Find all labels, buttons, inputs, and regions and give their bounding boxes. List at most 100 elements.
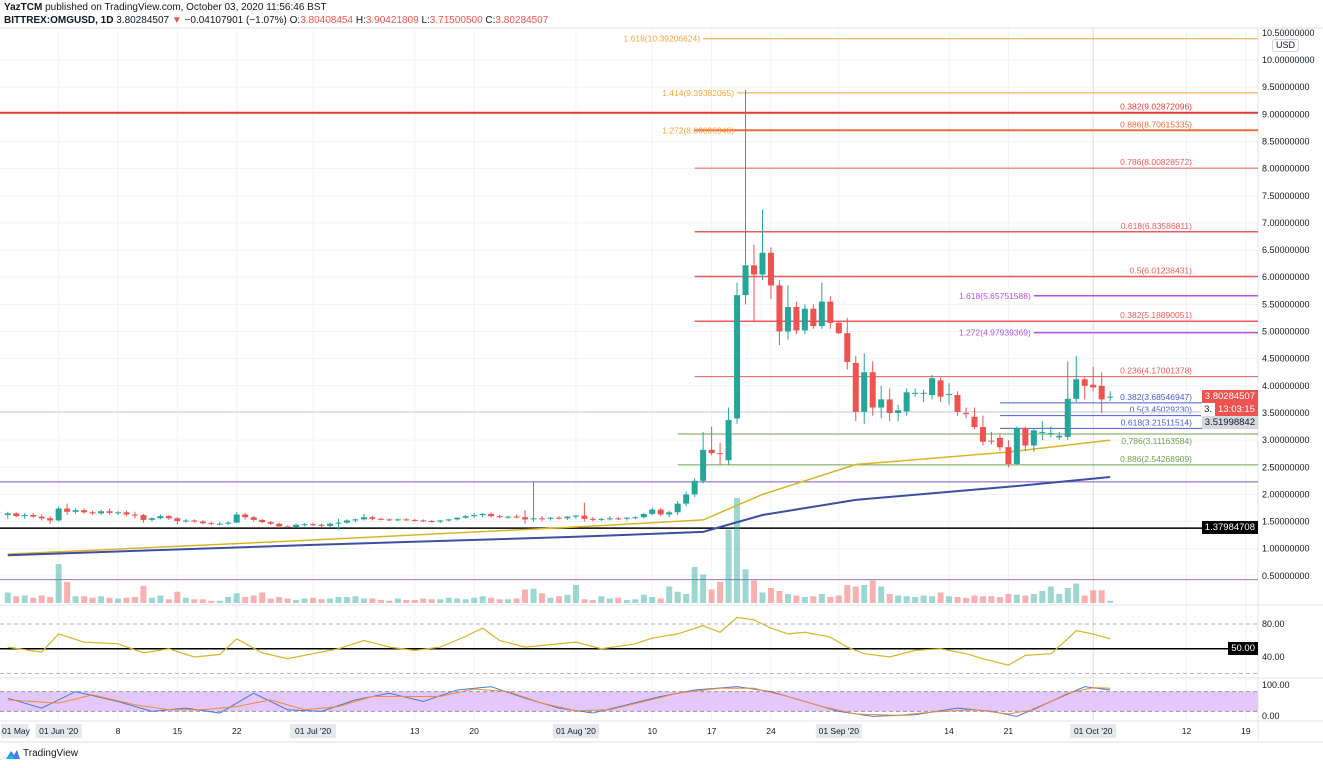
fib-level-label: 1.618(10.39206624) xyxy=(624,34,701,44)
time-axis-label: 10 xyxy=(648,726,658,736)
volume-bar xyxy=(98,596,105,603)
candle-body xyxy=(13,513,20,517)
volume-bar xyxy=(954,597,961,603)
volume-bar xyxy=(115,598,121,603)
volume-bar xyxy=(674,591,681,603)
volume-bar xyxy=(488,597,495,603)
time-label-bg xyxy=(815,724,862,738)
fib-level-label: 0.5(6.01238431) xyxy=(1130,266,1193,276)
volume-bar xyxy=(462,599,469,603)
candle-body xyxy=(55,508,62,521)
fib-level-label: 0.786(3.11163584) xyxy=(1121,436,1192,446)
candle-body xyxy=(827,301,834,323)
candle-body xyxy=(708,449,715,454)
candle-body xyxy=(717,453,724,455)
candle-body xyxy=(649,509,656,514)
candle-body xyxy=(1005,447,1012,464)
candle-body xyxy=(530,518,537,520)
volume-bar xyxy=(343,597,350,603)
volume-bar xyxy=(1064,588,1071,603)
candle-body xyxy=(394,519,401,521)
candle-body xyxy=(428,521,435,523)
volume-bar xyxy=(1056,594,1063,603)
volume-bar xyxy=(1013,594,1020,603)
candle-body xyxy=(318,524,325,526)
candle-body xyxy=(284,526,291,528)
volume-bar xyxy=(700,574,707,603)
volume-bar xyxy=(742,569,749,603)
volume-bar xyxy=(1030,594,1037,603)
volume-bar xyxy=(598,596,605,603)
candle-body xyxy=(640,513,647,518)
candle-body xyxy=(784,307,791,332)
volume-bar xyxy=(946,596,953,603)
volume-bar xyxy=(547,597,554,603)
volume-bar xyxy=(886,594,893,603)
stoch-axis-label: 0.00 xyxy=(1262,711,1280,721)
price-axis-label: 8.00000000 xyxy=(1262,164,1310,174)
tradingview-brand[interactable]: TradingView xyxy=(6,748,78,759)
volume-bar xyxy=(123,597,130,603)
volume-bar xyxy=(64,582,71,603)
volume-bar xyxy=(352,596,359,603)
volume-bar xyxy=(751,580,757,603)
fib-level-label: 1.618(5.65751588) xyxy=(959,291,1031,301)
candle-body xyxy=(1107,396,1114,398)
volume-bar xyxy=(496,599,503,603)
price-axis-label: 9.50000000 xyxy=(1262,82,1310,92)
volume-bar xyxy=(72,596,79,603)
volume-bar xyxy=(810,596,817,603)
volume-bar xyxy=(691,567,698,603)
volume-bar xyxy=(920,595,927,603)
price-axis-label: 2.50000000 xyxy=(1262,462,1310,472)
volume-bar xyxy=(301,598,308,603)
candle-body xyxy=(734,295,741,419)
price-axis-label: 7.00000000 xyxy=(1262,218,1310,228)
volume-bar xyxy=(55,564,62,603)
price-axis-label: 1.00000000 xyxy=(1262,544,1310,554)
volume-bar xyxy=(971,595,978,603)
currency-badge[interactable]: USD xyxy=(1272,39,1300,52)
stoch-band xyxy=(0,691,1258,712)
open-value: 3.80408454 xyxy=(300,15,354,26)
volume-bar xyxy=(276,597,283,603)
volume-bar xyxy=(852,586,859,603)
candle-body xyxy=(148,518,155,520)
volume-bar xyxy=(394,598,401,603)
volume-bar xyxy=(513,598,520,603)
volume-bar xyxy=(233,593,240,603)
author-name[interactable]: YazTCM xyxy=(4,2,43,13)
candle-body xyxy=(140,515,147,520)
symbol-name[interactable]: BITTREX:OMGUSD, 1D xyxy=(4,15,114,26)
volume-bar xyxy=(225,597,232,603)
volume-bar xyxy=(539,593,545,603)
candle-body xyxy=(522,517,529,520)
support-price-tag: 1.37984708 xyxy=(1201,521,1258,534)
last-price-tag: 3.80284507 xyxy=(1201,390,1258,403)
publish-text: published on TradingView.com, October 03… xyxy=(45,2,327,13)
volume-bar xyxy=(47,597,54,603)
volume-bar xyxy=(555,596,562,603)
volume-bar xyxy=(589,600,596,603)
volume-bar xyxy=(979,596,986,603)
candle-body xyxy=(233,514,240,523)
volume-bar xyxy=(572,585,579,603)
volume-bar xyxy=(1107,600,1114,603)
time-axis-label: 22 xyxy=(232,726,242,736)
candle-body xyxy=(64,508,71,512)
candle-body xyxy=(886,399,893,413)
volume-bar xyxy=(1098,590,1105,603)
volume-bar xyxy=(369,598,376,603)
price-axis-label: 10.50000000 xyxy=(1262,28,1315,38)
candle-body xyxy=(988,440,995,442)
time-axis-label: 14 xyxy=(944,726,954,736)
low-label: L: xyxy=(421,15,430,26)
volume-bar xyxy=(878,586,885,603)
volume-bar xyxy=(479,596,486,603)
candle-body xyxy=(776,285,783,332)
brand-name: TradingView xyxy=(23,748,79,759)
volume-bar xyxy=(793,595,800,603)
candle-body xyxy=(386,519,393,521)
candle-body xyxy=(937,380,944,397)
